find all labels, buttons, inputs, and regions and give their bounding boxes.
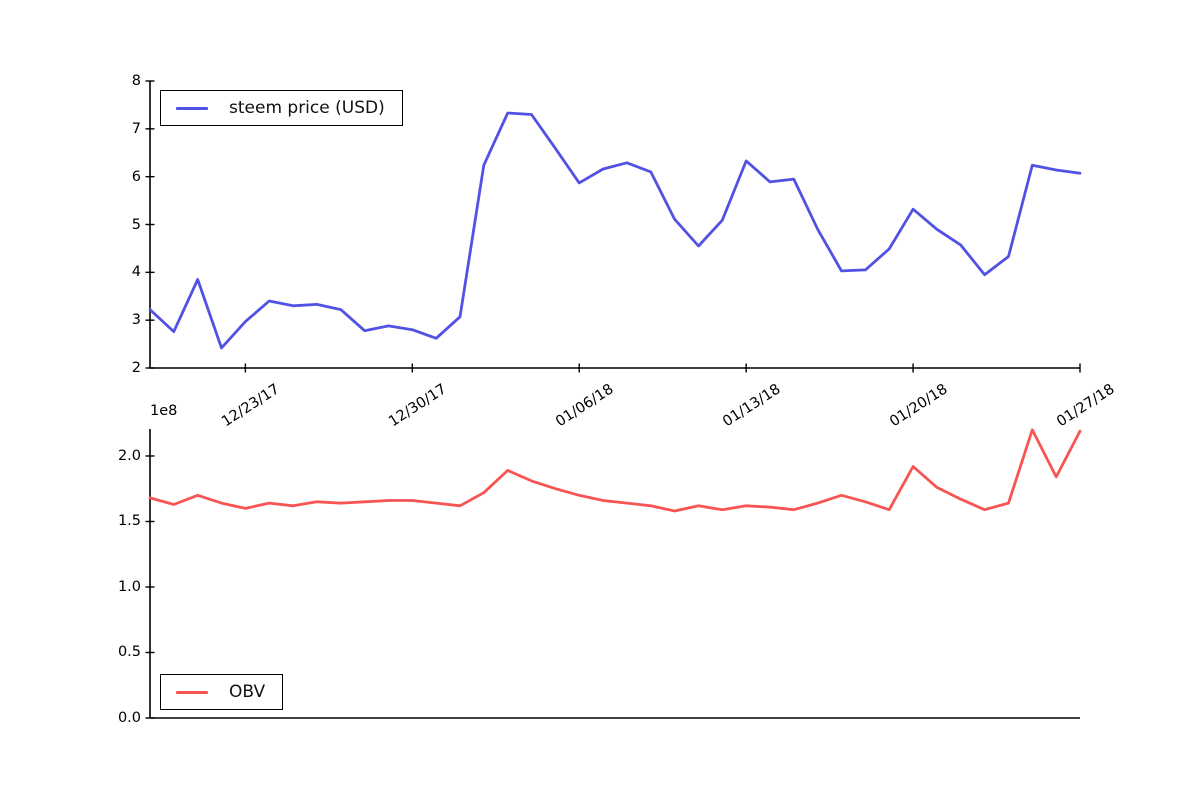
legend-label-steem-price: steem price (USD) (229, 98, 385, 118)
y-tick-label: 4 (131, 264, 141, 281)
legend-obv: OBV (160, 674, 284, 710)
y-tick-label: 1.5 (117, 513, 141, 530)
y-tick-label: 0.5 (117, 644, 141, 661)
legend-steem-price: steem price (USD) (160, 90, 403, 126)
legend-label-obv: OBV (229, 682, 266, 702)
y-tick-label: 1.0 (117, 578, 141, 595)
steem-price-line (148, 111, 1082, 350)
y-tick-label: 5 (131, 216, 141, 233)
y-tick-label: 6 (131, 168, 141, 185)
y-tick-label: 0.0 (117, 710, 141, 726)
y-tick-label: 8 (131, 73, 141, 89)
y-tick-label: 2 (131, 360, 141, 376)
legend-line-sample-red (176, 690, 208, 694)
legend-line-sample-blue (176, 106, 208, 110)
y-tick-label: 3 (131, 312, 141, 329)
y-tick-label: 7 (131, 120, 141, 137)
y-axis-offset-label: 1e8 (150, 403, 178, 419)
y-tick-label: 2.0 (117, 447, 141, 464)
obv-line (148, 428, 1082, 513)
